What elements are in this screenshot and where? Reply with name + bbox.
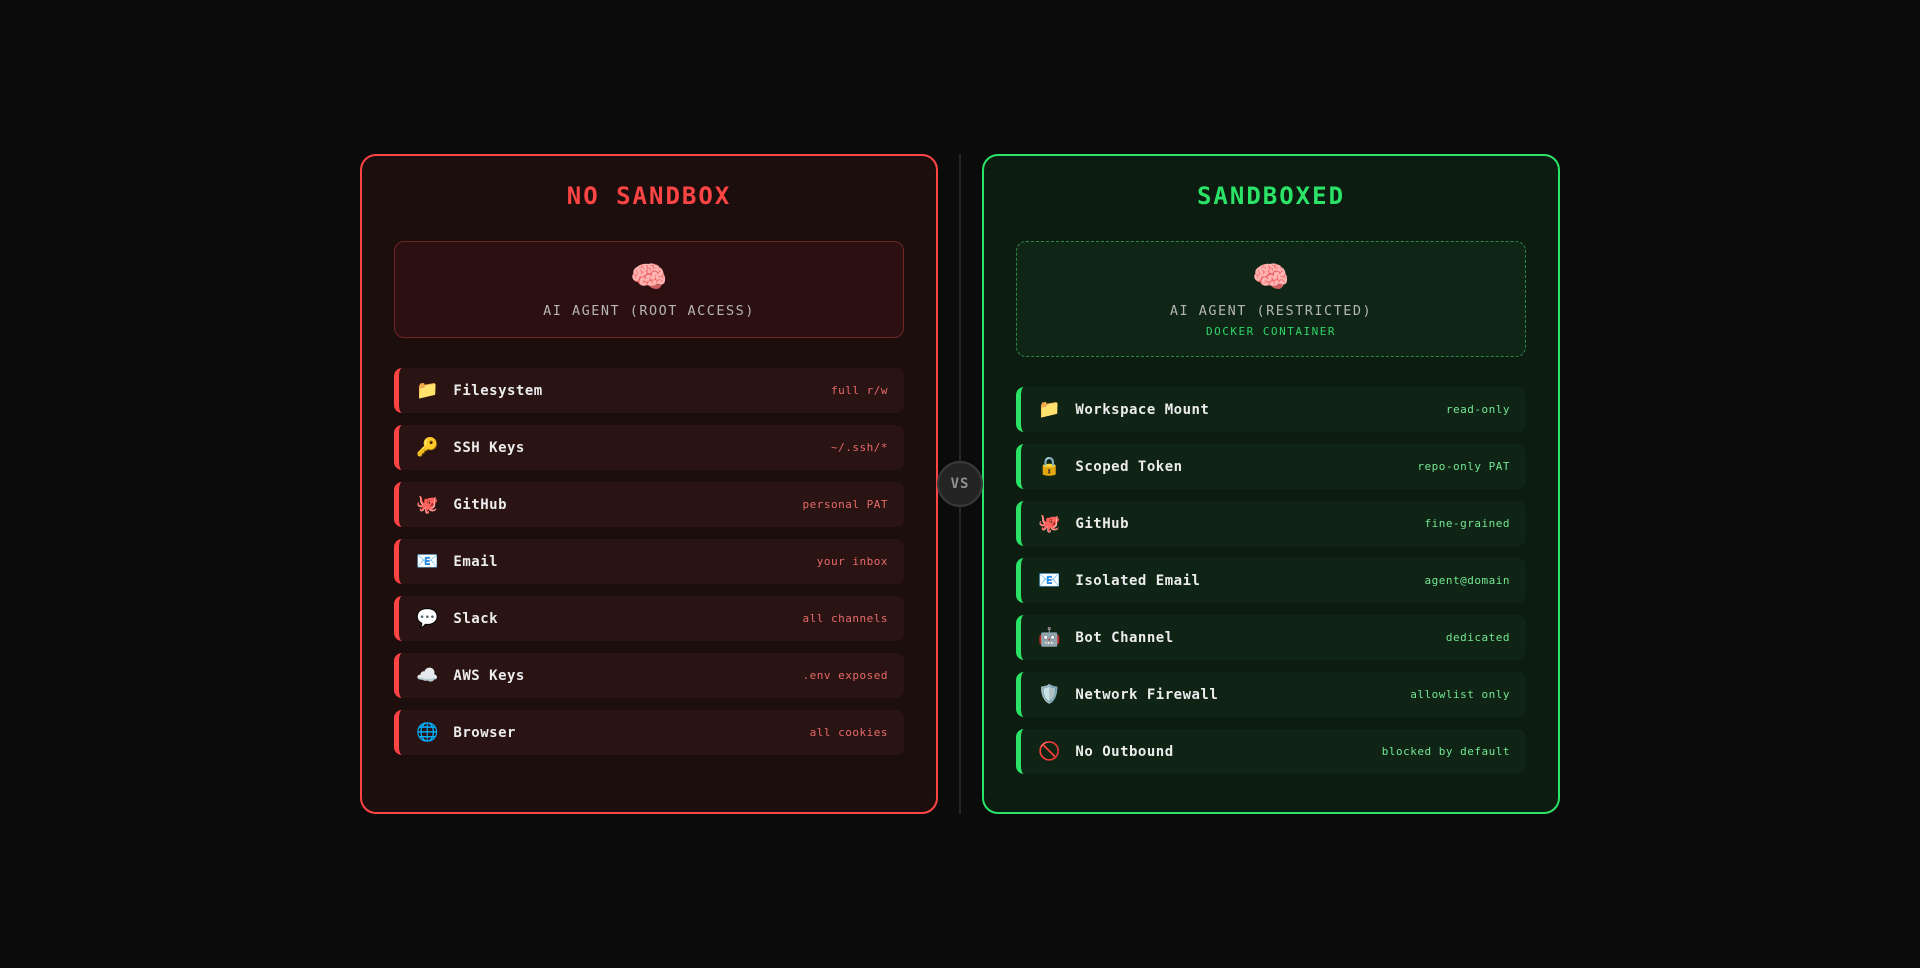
- row-value: full r/w: [831, 384, 888, 397]
- agent-card-root-access: 🧠 AI AGENT (ROOT ACCESS): [394, 241, 904, 338]
- agent-card-restricted: 🧠 AI AGENT (RESTRICTED) DOCKER CONTAINER: [1016, 241, 1526, 357]
- brain-icon: 🧠: [630, 260, 668, 295]
- comparison-diagram: NO SANDBOX 🧠 AI AGENT (ROOT ACCESS) 📁 Fi…: [360, 154, 1560, 814]
- octopus-icon: 🐙: [416, 493, 439, 515]
- agent-sublabel: DOCKER CONTAINER: [1206, 325, 1336, 338]
- row-label: Isolated Email: [1075, 572, 1201, 589]
- row-label: Scoped Token: [1075, 458, 1183, 475]
- access-row: 📧 Isolated Email agent@domain: [1016, 558, 1526, 603]
- speech-balloon-icon: 💬: [416, 607, 439, 629]
- row-value: all cookies: [809, 726, 888, 739]
- row-value: agent@domain: [1424, 574, 1510, 587]
- row-value: read-only: [1445, 403, 1510, 416]
- email-icon: 📧: [416, 550, 439, 572]
- folder-icon: 📁: [416, 379, 439, 401]
- lock-icon: 🔒: [1038, 455, 1061, 477]
- row-value: all channels: [802, 612, 888, 625]
- row-label: Filesystem: [453, 382, 543, 399]
- octopus-icon: 🐙: [1038, 512, 1061, 534]
- row-value: blocked by default: [1381, 745, 1510, 758]
- access-row: 📁 Workspace Mount read-only: [1016, 387, 1526, 432]
- row-value: personal PAT: [802, 498, 888, 511]
- row-label: Browser: [453, 724, 516, 741]
- row-value: fine-grained: [1424, 517, 1510, 530]
- vs-badge: VS: [937, 461, 983, 507]
- row-label: Email: [453, 553, 499, 570]
- robot-icon: 🤖: [1038, 626, 1061, 648]
- row-label: No Outbound: [1075, 743, 1174, 760]
- no-sandbox-title: NO SANDBOX: [566, 182, 732, 210]
- access-row: 📧 Email your inbox: [394, 539, 904, 584]
- access-row: 📁 Filesystem full r/w: [394, 368, 904, 413]
- no-sandbox-rows: 📁 Filesystem full r/w 🔑 SSH Keys ~/.ssh/…: [394, 368, 904, 755]
- globe-icon: 🌐: [416, 721, 439, 743]
- row-label: Bot Channel: [1075, 629, 1174, 646]
- no-sandbox-panel: NO SANDBOX 🧠 AI AGENT (ROOT ACCESS) 📁 Fi…: [360, 154, 938, 814]
- row-value: allowlist only: [1410, 688, 1510, 701]
- sandboxed-title: SANDBOXED: [1196, 182, 1346, 210]
- access-row: 🐙 GitHub personal PAT: [394, 482, 904, 527]
- access-row: 🔒 Scoped Token repo-only PAT: [1016, 444, 1526, 489]
- row-value: repo-only PAT: [1417, 460, 1510, 473]
- folder-icon: 📁: [1038, 398, 1061, 420]
- row-label: GitHub: [453, 496, 507, 513]
- sandboxed-panel: SANDBOXED 🧠 AI AGENT (RESTRICTED) DOCKER…: [982, 154, 1560, 814]
- shield-icon: 🛡️: [1038, 683, 1061, 705]
- row-label: Slack: [453, 610, 499, 627]
- key-icon: 🔑: [416, 436, 439, 458]
- row-label: GitHub: [1075, 515, 1129, 532]
- access-row: 🌐 Browser all cookies: [394, 710, 904, 755]
- email-icon: 📧: [1038, 569, 1061, 591]
- row-label: SSH Keys: [453, 439, 525, 456]
- row-value: your inbox: [816, 555, 888, 568]
- access-row: ☁️ AWS Keys .env exposed: [394, 653, 904, 698]
- row-value: dedicated: [1445, 631, 1510, 644]
- no-entry-icon: 🚫: [1038, 740, 1061, 762]
- row-value: ~/.ssh/*: [831, 441, 888, 454]
- brain-icon: 🧠: [1252, 260, 1290, 295]
- access-row: 🔑 SSH Keys ~/.ssh/*: [394, 425, 904, 470]
- access-row: 🐙 GitHub fine-grained: [1016, 501, 1526, 546]
- agent-label: AI AGENT (ROOT ACCESS): [543, 303, 755, 319]
- access-row: 🚫 No Outbound blocked by default: [1016, 729, 1526, 774]
- row-value: .env exposed: [802, 669, 888, 682]
- row-label: AWS Keys: [453, 667, 525, 684]
- row-label: Network Firewall: [1075, 686, 1219, 703]
- sandboxed-rows: 📁 Workspace Mount read-only 🔒 Scoped Tok…: [1016, 387, 1526, 774]
- row-label: Workspace Mount: [1075, 401, 1210, 418]
- access-row: 🛡️ Network Firewall allowlist only: [1016, 672, 1526, 717]
- agent-label: AI AGENT (RESTRICTED): [1169, 303, 1373, 319]
- access-row: 💬 Slack all channels: [394, 596, 904, 641]
- cloud-icon: ☁️: [416, 664, 439, 686]
- access-row: 🤖 Bot Channel dedicated: [1016, 615, 1526, 660]
